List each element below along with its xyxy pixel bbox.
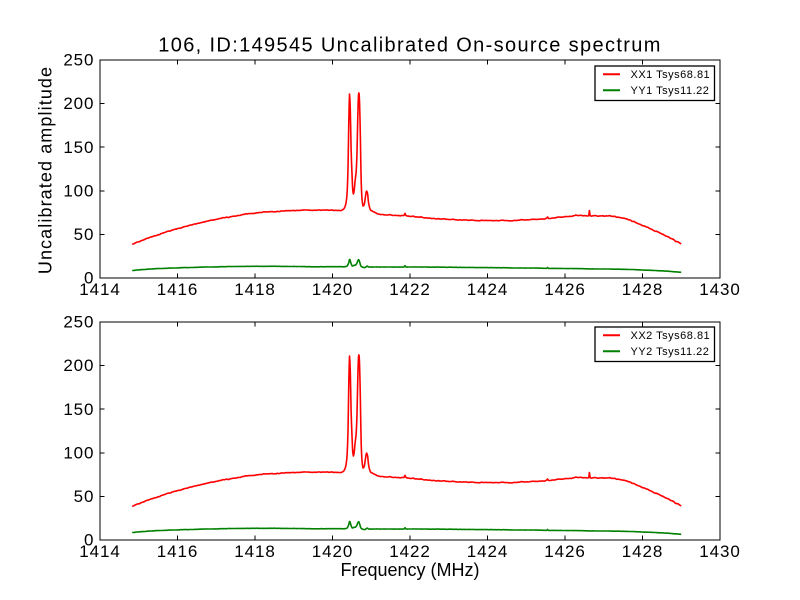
svg-text:1416: 1416 <box>157 542 198 561</box>
svg-text:1426: 1426 <box>544 542 585 561</box>
svg-text:1422: 1422 <box>389 280 430 299</box>
svg-text:XX2 Tsys68.81: XX2 Tsys68.81 <box>631 330 711 342</box>
svg-text:1428: 1428 <box>622 542 663 561</box>
svg-text:100: 100 <box>63 443 94 462</box>
svg-text:1414: 1414 <box>79 542 120 561</box>
svg-text:1422: 1422 <box>389 542 430 561</box>
svg-text:1418: 1418 <box>234 542 275 561</box>
svg-text:150: 150 <box>63 138 94 157</box>
svg-text:1416: 1416 <box>157 280 198 299</box>
svg-text:1418: 1418 <box>234 280 275 299</box>
svg-text:250: 250 <box>63 51 94 70</box>
svg-text:Uncalibrated amplitude: Uncalibrated amplitude <box>36 66 56 274</box>
svg-text:YY2 Tsys11.22: YY2 Tsys11.22 <box>631 346 710 358</box>
svg-text:1424: 1424 <box>467 280 508 299</box>
svg-text:YY1 Tsys11.22: YY1 Tsys11.22 <box>631 85 710 97</box>
svg-text:1420: 1420 <box>312 542 353 561</box>
svg-text:250: 250 <box>63 313 94 332</box>
svg-text:1420: 1420 <box>312 280 353 299</box>
svg-text:50: 50 <box>74 225 95 244</box>
svg-text:1426: 1426 <box>544 280 585 299</box>
svg-text:XX1 Tsys68.81: XX1 Tsys68.81 <box>631 69 711 81</box>
svg-text:1428: 1428 <box>622 280 663 299</box>
svg-text:1424: 1424 <box>467 542 508 561</box>
svg-text:106, ID:149545 Uncalibrated On: 106, ID:149545 Uncalibrated On-source sp… <box>158 35 661 57</box>
svg-text:0: 0 <box>84 269 94 288</box>
svg-text:Frequency (MHz): Frequency (MHz) <box>340 560 479 580</box>
svg-text:200: 200 <box>63 94 94 113</box>
svg-text:1430: 1430 <box>699 542 740 561</box>
svg-text:1414: 1414 <box>79 280 120 299</box>
svg-text:150: 150 <box>63 400 94 419</box>
svg-text:0: 0 <box>84 531 94 550</box>
svg-text:1430: 1430 <box>699 280 740 299</box>
svg-text:200: 200 <box>63 356 94 375</box>
svg-text:100: 100 <box>63 181 94 200</box>
svg-text:50: 50 <box>74 487 95 506</box>
